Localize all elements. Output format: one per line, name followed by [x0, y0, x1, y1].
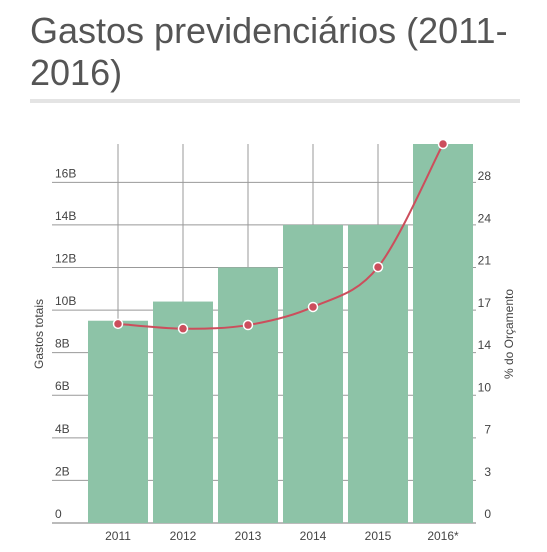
y2-tick-label: 21	[478, 254, 492, 268]
x-tick-label: 2012	[170, 529, 197, 543]
x-tick-label: 2015	[365, 529, 392, 543]
bar	[413, 144, 473, 523]
bar	[218, 267, 278, 523]
y-tick-label: 8B	[55, 337, 70, 351]
y2-axis-label: % do Orçamento	[502, 289, 516, 379]
line-point	[112, 318, 124, 330]
line-layer	[112, 138, 449, 334]
y-tick-label: 12B	[55, 251, 76, 265]
y2-tick-label: 24	[478, 211, 492, 225]
line-point	[372, 261, 384, 273]
y2-tick-label: 7	[484, 423, 491, 437]
line-point	[437, 138, 449, 150]
title-divider	[30, 99, 520, 103]
y2-tick-label: 0	[484, 507, 491, 521]
y-tick-label: 0	[55, 507, 62, 521]
x-tick-label: 2013	[235, 529, 262, 543]
bar	[348, 224, 408, 524]
x-tick-label: 2016*	[427, 529, 459, 543]
x-tick-label: 2011	[105, 529, 131, 543]
y-tick-label: 16B	[55, 166, 76, 180]
label-layer: 0 2B 4B 6B 8B 10B 12B 14B 16B 0 3 7 10 14 17 21 24 28 2011…	[55, 166, 491, 543]
y-axis-label: Gastos totais	[32, 299, 46, 369]
y-tick-label: 4B	[55, 422, 70, 436]
y2-tick-label: 3	[484, 465, 491, 479]
line-point	[242, 319, 254, 331]
bar	[153, 301, 213, 523]
y2-tick-label: 28	[478, 169, 492, 183]
bar-layer	[88, 144, 473, 524]
y-tick-label: 2B	[55, 464, 70, 478]
y-tick-label: 6B	[55, 379, 70, 393]
bar	[88, 320, 148, 523]
line-point	[307, 301, 319, 313]
y2-tick-label: 14	[478, 338, 492, 352]
y2-tick-label: 10	[478, 380, 492, 394]
bar	[283, 224, 343, 524]
y-tick-label: 14B	[55, 209, 76, 223]
line-point	[177, 323, 189, 334]
chart-title: Gastos previdenciários (2011-2016)	[30, 10, 508, 93]
x-tick-label: 2014	[300, 529, 327, 543]
y2-tick-label: 17	[478, 296, 492, 310]
y-tick-label: 10B	[55, 294, 76, 308]
